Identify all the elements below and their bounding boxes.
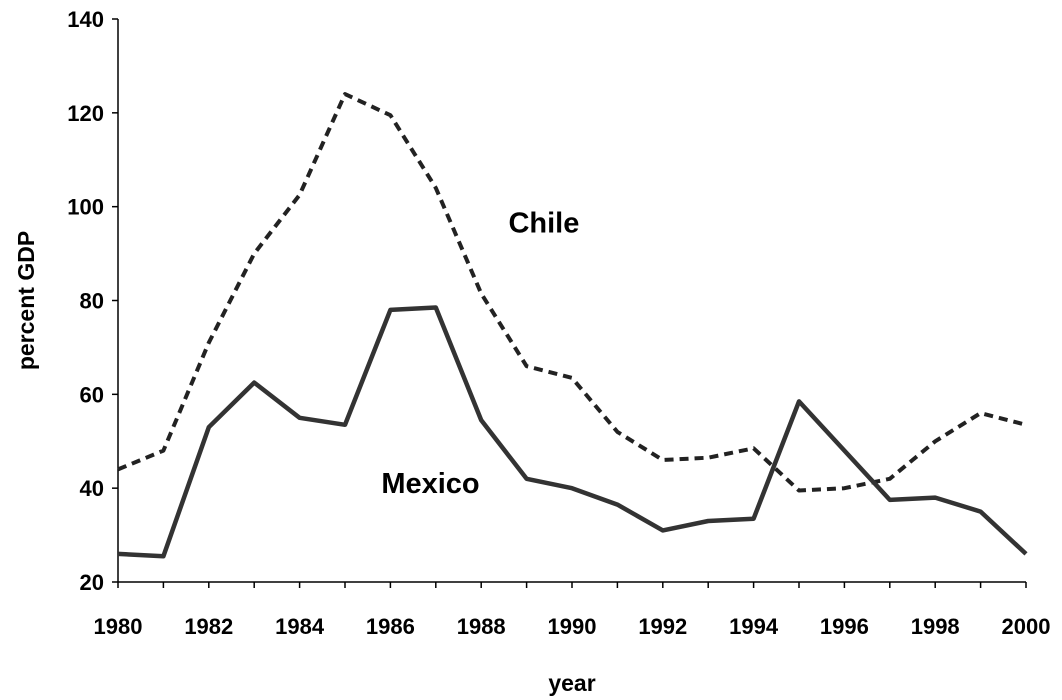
x-tick-label: 1990 — [548, 614, 597, 639]
y-axis-title: percent GDP — [13, 231, 39, 370]
x-tick-label: 1996 — [820, 614, 869, 639]
x-tick-label: 1980 — [94, 614, 143, 639]
y-tick-label: 140 — [67, 7, 104, 32]
series-lines — [117, 92, 1028, 559]
x-tick-label: 2000 — [1002, 614, 1051, 639]
y-tick-label: 40 — [80, 476, 104, 501]
series-line-mexico — [117, 305, 1028, 559]
y-tick-label: 100 — [67, 195, 104, 220]
x-tick-label: 1982 — [184, 614, 233, 639]
y-tick-label: 60 — [80, 382, 104, 407]
x-tick-label: 1992 — [638, 614, 687, 639]
x-tick-label: 1998 — [911, 614, 960, 639]
x-tick-label: 1988 — [457, 614, 506, 639]
y-axis-ticks: 20 40 60 80 100 120 140 — [67, 7, 118, 595]
y-tick-label: 80 — [80, 289, 104, 314]
x-tick-label: 1994 — [729, 614, 779, 639]
series-annotations: Chile Mexico — [381, 207, 579, 499]
x-axis-title: year — [548, 670, 595, 696]
series-label-chile: Chile — [508, 207, 579, 239]
series-line-chile — [117, 92, 1027, 493]
series-label-mexico: Mexico — [381, 468, 479, 500]
x-axis-ticks: 1980 1982 1984 1986 1988 1990 1992 1994 1996 1998… — [94, 582, 1051, 639]
y-tick-label: 20 — [80, 570, 104, 595]
x-tick-label: 1986 — [366, 614, 415, 639]
y-tick-label: 120 — [67, 101, 104, 126]
x-tick-label: 1984 — [275, 614, 325, 639]
